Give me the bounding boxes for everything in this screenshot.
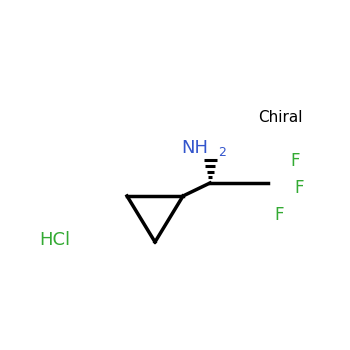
Text: 2: 2 [218, 146, 226, 159]
Text: F: F [294, 179, 303, 197]
Text: Chiral: Chiral [258, 111, 302, 126]
Text: F: F [274, 206, 284, 224]
Text: HCl: HCl [40, 231, 71, 249]
Text: F: F [290, 152, 300, 170]
Text: NH: NH [181, 139, 208, 157]
